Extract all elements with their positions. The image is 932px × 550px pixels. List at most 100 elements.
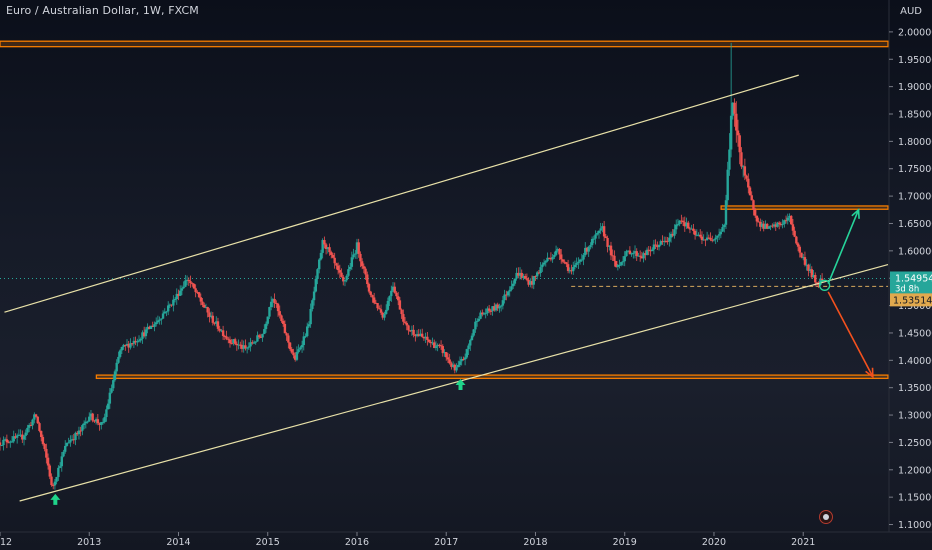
candle-up xyxy=(522,276,525,278)
candle-up xyxy=(31,419,34,426)
chart-settings-button[interactable] xyxy=(819,510,833,524)
candle-up xyxy=(166,305,170,312)
candle-up xyxy=(597,230,601,234)
price-tick-label: 1.30000 xyxy=(898,411,932,422)
candle-up xyxy=(501,300,505,306)
candle-down xyxy=(649,250,652,252)
candle-up xyxy=(168,304,172,306)
candle-down xyxy=(124,344,127,346)
candle-down xyxy=(333,257,336,264)
candle-up xyxy=(173,299,177,301)
candle-down xyxy=(549,257,553,260)
candle-up xyxy=(712,239,716,241)
candle-down xyxy=(745,175,748,179)
candle-up xyxy=(154,322,158,325)
candle-down xyxy=(793,230,796,237)
candle-down xyxy=(688,228,692,230)
candle-up xyxy=(65,442,69,446)
candle-down xyxy=(376,303,379,309)
candle-down xyxy=(223,335,227,337)
candle-down xyxy=(441,346,444,354)
candle-up xyxy=(180,288,184,291)
candle-up xyxy=(88,416,91,422)
candle-down xyxy=(752,200,755,210)
candle-up xyxy=(383,313,386,318)
candle-down xyxy=(287,335,290,343)
candle-down xyxy=(807,264,810,271)
candle-down xyxy=(560,254,563,260)
candle-down xyxy=(201,301,204,305)
candle-down xyxy=(563,261,566,263)
candle-up xyxy=(772,224,776,227)
time-tick-label: 2015 xyxy=(256,537,280,548)
marked-level-label: 1.53514 xyxy=(893,295,932,306)
candle-down xyxy=(753,209,757,216)
candle-down xyxy=(496,304,499,309)
candle-down xyxy=(288,342,292,350)
candle-down xyxy=(611,255,614,257)
candle-up xyxy=(245,347,249,349)
candle-down xyxy=(561,259,565,262)
candle-up xyxy=(419,333,422,337)
candle-up xyxy=(319,252,323,260)
price-axis: 2.00000 1.95000 1.90000 1.85000 1.80000 1.750… xyxy=(888,0,932,532)
candle-up xyxy=(120,346,124,351)
candle-down xyxy=(489,310,493,312)
candle-up xyxy=(451,364,455,367)
candle-up xyxy=(271,299,275,302)
candle-up xyxy=(100,422,103,425)
lower-channel-line xyxy=(19,263,889,502)
time-tick-label: 2018 xyxy=(523,537,547,548)
candle-up xyxy=(590,238,594,246)
candle-down xyxy=(216,321,220,329)
candle-down xyxy=(606,237,609,247)
candle-up xyxy=(544,261,547,263)
candle-up xyxy=(568,270,572,272)
candle-up xyxy=(22,435,26,440)
candle-up xyxy=(384,309,388,314)
candle-up xyxy=(577,261,580,264)
candle-down xyxy=(281,320,285,324)
candle-down xyxy=(402,314,405,322)
candle-up xyxy=(457,364,460,368)
candle-down xyxy=(275,302,278,304)
candle-up xyxy=(314,278,317,292)
candle-down xyxy=(38,423,41,431)
candle-down xyxy=(433,342,436,348)
candle-up xyxy=(182,286,185,289)
candle-up xyxy=(556,249,559,251)
candle-down xyxy=(276,303,280,312)
candle-up xyxy=(237,344,240,346)
candle-up xyxy=(345,275,348,281)
candle-down xyxy=(293,355,297,360)
candle-up xyxy=(760,223,764,227)
candle-down xyxy=(170,304,173,306)
candle-down xyxy=(693,230,697,235)
candle-down xyxy=(525,278,529,280)
candle-up xyxy=(232,339,235,344)
candle-down xyxy=(372,297,376,303)
candle-down xyxy=(700,236,704,241)
candle-up xyxy=(347,269,350,276)
candle-down xyxy=(654,244,657,246)
candle-up xyxy=(350,257,354,267)
candle-down xyxy=(194,288,197,293)
candle-up xyxy=(86,421,89,423)
candle-up xyxy=(67,442,70,444)
candle-up xyxy=(776,222,779,227)
candle-up xyxy=(726,169,729,201)
candle-down xyxy=(134,340,137,343)
candle-down xyxy=(408,330,412,332)
candle-up xyxy=(702,239,705,241)
candle-up xyxy=(630,253,633,255)
candle-up xyxy=(592,238,596,240)
candle-up xyxy=(348,266,352,270)
long-projection-arrow-shaft xyxy=(827,209,860,284)
candle-up xyxy=(455,367,458,371)
candle-up xyxy=(510,286,513,290)
candle-up xyxy=(458,361,462,365)
candle-up xyxy=(386,300,390,310)
candle-up xyxy=(122,344,125,347)
